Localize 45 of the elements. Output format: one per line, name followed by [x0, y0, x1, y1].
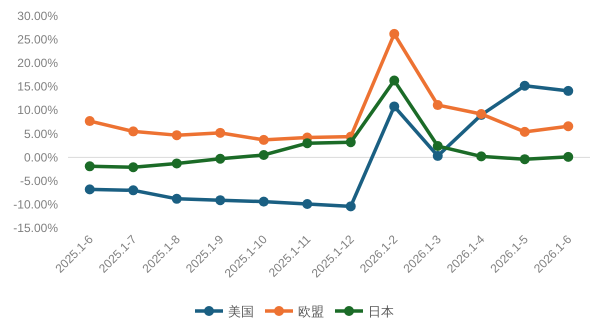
y-tick-label: 5.00%: [24, 126, 58, 141]
point: [563, 121, 574, 132]
y-tick-label: 15.00%: [17, 80, 58, 94]
point: [128, 126, 138, 136]
point: [258, 134, 269, 145]
legend-label: 日本: [368, 304, 394, 319]
point: [215, 154, 226, 164]
legend-label: 欧盟: [298, 304, 324, 319]
point: [520, 154, 530, 164]
point: [172, 158, 182, 168]
y-tick-label: 20.00%: [17, 56, 58, 70]
point: [215, 195, 226, 206]
point: [432, 150, 443, 161]
point: [172, 130, 182, 140]
point: [258, 196, 269, 207]
point: [128, 162, 138, 172]
legend-label: 美国: [228, 304, 254, 319]
y-tick-label: 25.00%: [17, 32, 58, 47]
point: [84, 116, 95, 126]
y-tick-label: -15.00%: [13, 221, 58, 235]
point: [520, 126, 530, 137]
point: [563, 152, 574, 162]
point: [346, 137, 356, 148]
y-tick-label: -10.00%: [13, 197, 58, 212]
point: [84, 161, 95, 172]
point: [215, 128, 226, 138]
point: [432, 100, 443, 110]
y-tick-label: 30.00%: [17, 9, 58, 23]
y-tick-label: 0.00%: [24, 150, 58, 164]
point: [389, 28, 400, 39]
y-tick-label: 10.00%: [17, 103, 58, 118]
point: [128, 185, 138, 196]
point: [389, 101, 400, 112]
point: [563, 86, 574, 96]
point: [520, 80, 530, 91]
point: [258, 150, 269, 160]
point: [346, 201, 356, 212]
y-tick-label: -5.00%: [20, 174, 58, 188]
point: [389, 76, 400, 86]
point: [302, 138, 312, 148]
point: [432, 141, 443, 152]
point: [84, 184, 95, 194]
point: [476, 151, 486, 162]
point: [172, 194, 182, 204]
point: [302, 198, 312, 209]
